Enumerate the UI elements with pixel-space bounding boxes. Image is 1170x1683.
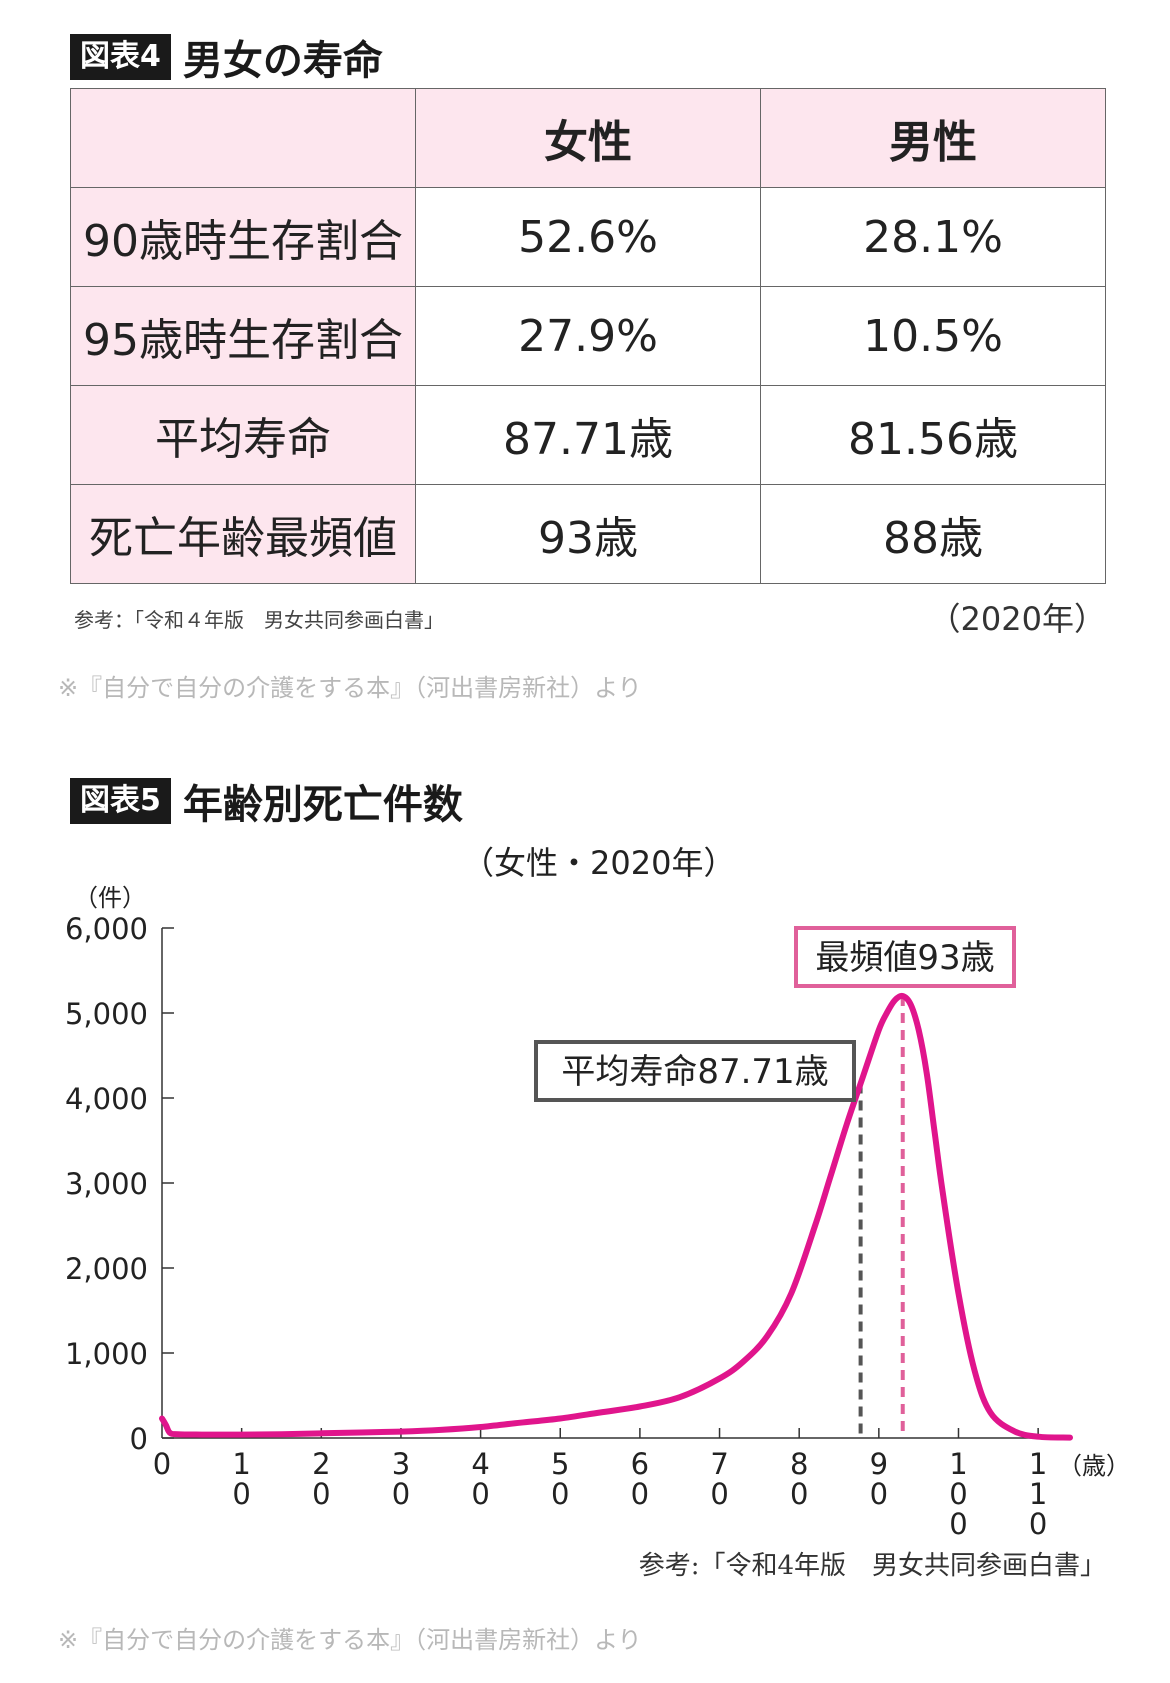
female-value: 27.9% <box>415 286 761 386</box>
y-axis-label: （件） <box>74 884 146 912</box>
mode-age-label-box <box>794 926 1016 988</box>
row-label: 死亡年齢最頻値 <box>70 484 416 584</box>
figure5-credit: ※『自分で自分の介護をする本』（河出書房新社）より <box>58 1626 642 1654</box>
y-tick-label: 5,000 <box>65 997 148 1031</box>
x-tick-label: 0 <box>153 1447 171 1481</box>
figure4-credit: ※『自分で自分の介護をする本』（河出書房新社）より <box>58 674 642 702</box>
chart-subtitle: （女性・2020年） <box>462 844 736 882</box>
figure4-source: 参考：「令和４年版 男女共同参画白書」 <box>74 608 444 632</box>
figure4-heading: 図表4 男女の寿命 <box>70 28 383 86</box>
female-value: 52.6% <box>415 187 761 287</box>
table-header-row: 女性 男性 <box>70 88 1106 188</box>
chart-ticks: 0 1,000 2,000 3,000 4,000 5,000 6,000（件） 0 1 0 2 0 3… <box>65 884 1130 1541</box>
mean-age-label: 平均寿命87.71歳 <box>561 1052 828 1092</box>
figure5-title: 年齢別死亡件数 <box>182 782 463 828</box>
row-label: 95歳時生存割合 <box>70 286 416 386</box>
male-value: 88歳 <box>760 484 1106 584</box>
table-row: 95歳時生存割合 27.9% 10.5% <box>70 286 1106 386</box>
y-tick-label: 2,000 <box>65 1252 148 1286</box>
female-value: 87.71歳 <box>415 385 761 485</box>
female-value: 93歳 <box>415 484 761 584</box>
chart-series <box>159 992 1073 1441</box>
header-male: 男性 <box>760 88 1106 188</box>
figure4-tag: 図表4 <box>70 34 171 80</box>
male-value: 28.1% <box>760 187 1106 287</box>
row-label: 90歳時生存割合 <box>70 187 416 287</box>
figure5-source: 参考:「令和4年版 男女共同参画白書」 <box>638 1551 1106 1581</box>
mode-age-label: 最頻値93歳 <box>815 938 994 978</box>
chart-axes <box>161 928 1070 1439</box>
mean-age-label-box <box>534 1040 856 1102</box>
male-value: 81.56歳 <box>760 385 1106 485</box>
table-row: 死亡年齢最頻値 93歳 88歳 <box>70 484 1106 584</box>
y-tick-label: 6,000 <box>65 912 148 946</box>
figure4-title: 男女の寿命 <box>182 38 383 84</box>
table-row: 平均寿命 87.71歳 81.56歳 <box>70 385 1106 485</box>
header-female: 女性 <box>415 88 761 188</box>
y-tick-label: 3,000 <box>65 1167 148 1201</box>
figure4-year: （2020年） <box>928 600 1106 638</box>
chart-annotations: 平均寿命87.71歳 最頻値93歳 <box>534 926 1016 1102</box>
y-tick-label: 0 <box>130 1422 148 1456</box>
y-tick-label: 4,000 <box>65 1082 148 1116</box>
figure5-tag: 図表5 <box>70 778 171 824</box>
death-count-line <box>159 992 1073 1441</box>
chart-markers <box>858 996 905 1438</box>
table-row: 90歳時生存割合 52.6% 28.1% <box>70 187 1106 287</box>
figure5-heading: 図表5 年齢別死亡件数 <box>70 772 463 830</box>
male-value: 10.5% <box>760 286 1106 386</box>
row-label: 平均寿命 <box>70 385 416 485</box>
y-tick-label: 1,000 <box>65 1337 148 1371</box>
lifespan-table: 女性 男性 90歳時生存割合 52.6% 28.1% 95歳時生存割合 27.9… <box>70 88 1106 584</box>
x-axis-label: （歳） <box>1058 1452 1130 1480</box>
